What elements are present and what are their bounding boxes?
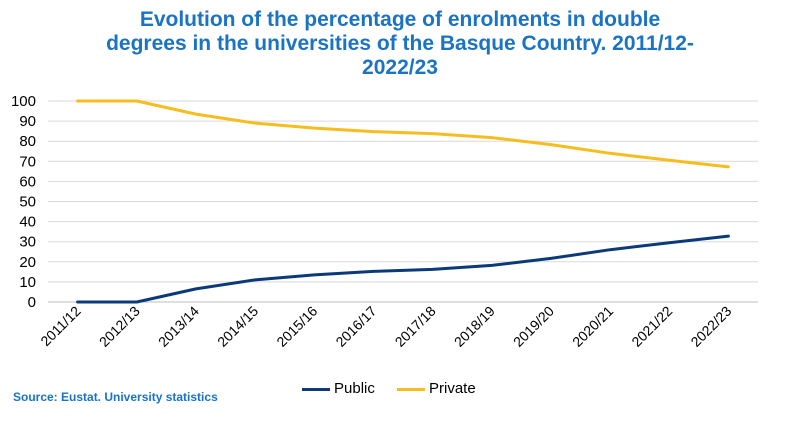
legend-private-label: Private	[429, 380, 476, 397]
legend-public-swatch	[302, 388, 330, 391]
legend: Public Private	[0, 380, 800, 400]
x-tick-label-8: 2019/20	[510, 303, 557, 350]
y-tick-label-90: 90	[19, 113, 36, 130]
legend-public-label: Public	[334, 380, 375, 397]
x-tick-label-7: 2018/19	[451, 303, 498, 350]
chart-title: Evolution of the percentage of enrolment…	[0, 8, 800, 80]
title-line-1: Evolution of the percentage of enrolment…	[139, 8, 661, 31]
title-line-3: 2022/23	[362, 56, 438, 79]
x-tick-label-4: 2015/16	[273, 303, 320, 350]
series-line-private	[76, 99, 730, 169]
y-tick-label-70: 70	[19, 153, 36, 170]
y-tick-label-80: 80	[19, 133, 36, 150]
x-tick-label-9: 2020/21	[569, 303, 616, 350]
legend-private-swatch	[397, 388, 425, 391]
title-line-2: degrees in the universities of the Basqu…	[106, 32, 694, 55]
x-tick-label-3: 2014/15	[214, 303, 261, 350]
y-tick-label-60: 60	[19, 173, 36, 190]
x-tick-label-2: 2013/14	[155, 303, 202, 350]
y-tick-label-0: 0	[28, 294, 36, 311]
x-tick-label-0: 2011/12	[37, 303, 84, 350]
y-tick-label-20: 20	[19, 254, 36, 271]
y-tick-label-100: 100	[11, 93, 36, 110]
y-tick-label-40: 40	[19, 214, 36, 231]
x-tick-label-5: 2016/17	[332, 303, 379, 350]
y-tick-label-10: 10	[19, 274, 36, 291]
source-note: Source: Eustat. University statistics	[13, 390, 218, 404]
series-line-public	[76, 234, 730, 304]
x-tick-label-11: 2022/23	[687, 303, 734, 350]
x-tick-label-6: 2017/18	[392, 303, 439, 350]
x-tick-label-10: 2021/22	[628, 303, 675, 350]
y-tick-label-30: 30	[19, 234, 36, 251]
y-tick-label-50: 50	[19, 194, 36, 211]
x-tick-label-1: 2012/13	[96, 303, 143, 350]
